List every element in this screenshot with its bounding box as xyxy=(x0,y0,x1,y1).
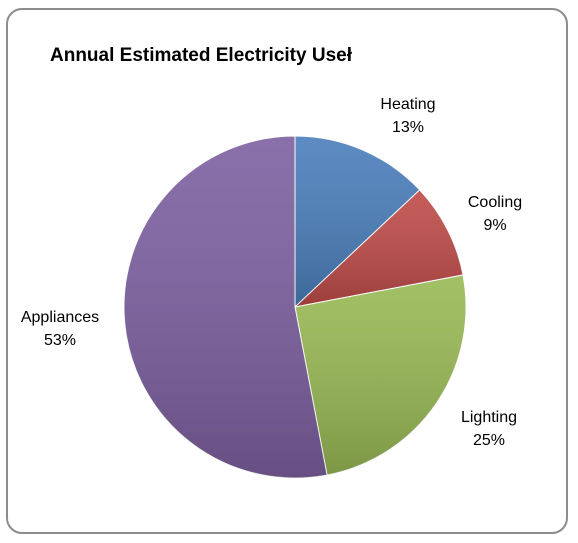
pie-slice-shading xyxy=(123,136,328,479)
slice-label-cooling: Cooling xyxy=(468,194,522,211)
slice-value-heating: 13% xyxy=(392,119,424,136)
slice-value-lighting: 25% xyxy=(473,432,505,449)
slice-value-appliances: 53% xyxy=(44,332,76,349)
slice-label-heating: Heating xyxy=(380,96,435,113)
pie-slice-shading xyxy=(295,189,463,307)
chart-title: Annual Estimated Electricity Useł xyxy=(50,45,352,66)
pie-slice-shading xyxy=(295,136,420,307)
slice-label-appliances: Appliances xyxy=(21,309,99,326)
pie-slice-shading xyxy=(295,274,466,475)
slice-value-cooling: 9% xyxy=(483,217,506,234)
slice-label-lighting: Lighting xyxy=(461,409,517,426)
